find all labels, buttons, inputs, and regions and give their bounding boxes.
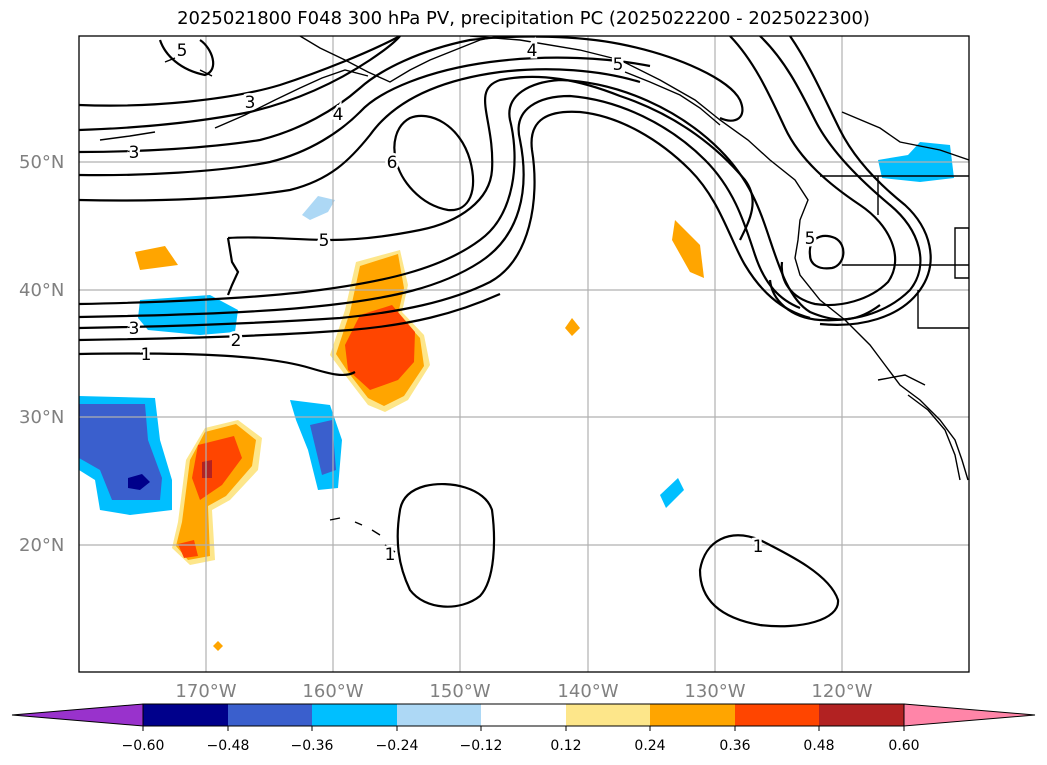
colorbar-segment	[735, 704, 819, 726]
contour-label: 5	[319, 231, 330, 251]
colorbar-tick-label: −0.12	[460, 738, 503, 754]
colorbar-segment	[481, 704, 566, 726]
precip-positive-area	[565, 318, 580, 336]
contour-label: 5	[177, 41, 188, 61]
precip-positive-area	[672, 220, 704, 278]
contour-label: 6	[387, 153, 398, 173]
contour-label: 3	[129, 143, 140, 163]
colorbar-segment	[312, 704, 397, 726]
colorbar-tick-label: −0.60	[122, 738, 165, 754]
contour-label: 3	[129, 319, 140, 339]
colorbar-tick-label: 0.60	[888, 738, 919, 754]
precip-negative-area	[660, 478, 684, 508]
lat-tick-label: 20°N	[19, 535, 64, 556]
precip-positive-area	[135, 246, 178, 270]
colorbar: −0.60 −0.48 −0.36 −0.24 −0.12 0.12 0.24 …	[11, 703, 1036, 754]
coastlines	[99, 36, 969, 553]
precip-negative-area	[310, 420, 336, 475]
colorbar-segment	[819, 704, 904, 726]
contour-label: 4	[333, 105, 344, 125]
contour-label: 4	[527, 41, 538, 61]
colorbar-segment	[397, 704, 481, 726]
colorbar-tick-label: 0.12	[550, 738, 581, 754]
colorbar-tick-label: −0.48	[207, 738, 250, 754]
contour-label: 1	[753, 537, 764, 557]
colorbar-tick-label: −0.36	[291, 738, 334, 754]
lat-labels: 50°N 40°N 30°N 20°N	[19, 152, 64, 556]
lat-tick-label: 30°N	[19, 407, 64, 428]
precip-positive-area	[213, 641, 223, 651]
lat-tick-label: 50°N	[19, 152, 64, 173]
lon-tick-label: 170°W	[175, 681, 236, 702]
lon-tick-label: 140°W	[557, 681, 618, 702]
contour-label: 1	[385, 545, 396, 565]
precip-positive-area	[202, 460, 212, 478]
contour-label: 1	[141, 345, 152, 365]
colorbar-tick-label: 0.48	[803, 738, 834, 754]
lat-tick-label: 40°N	[19, 280, 64, 301]
contour-label: 2	[231, 331, 242, 351]
colorbar-tick-label: 0.36	[719, 738, 750, 754]
precip-negative-area	[128, 474, 150, 490]
lon-tick-label: 130°W	[684, 681, 745, 702]
precip-negative-area	[302, 196, 335, 220]
map-title: 2025021800 F048 300 hPa PV, precipitatio…	[177, 8, 870, 29]
contour-label: 5	[613, 55, 624, 75]
colorbar-segment	[228, 704, 312, 726]
lon-tick-label: 160°W	[302, 681, 363, 702]
pv-contours	[79, 36, 932, 628]
colorbar-segment	[143, 704, 228, 726]
colorbar-extend-max	[903, 703, 1036, 727]
precip-positive-area	[192, 436, 242, 500]
lon-tick-label: 120°W	[811, 681, 872, 702]
colorbar-tick-label: 0.24	[634, 738, 665, 754]
plot-frame	[78, 35, 970, 673]
precip-positive-area	[345, 305, 415, 390]
colorbar-extend-min	[11, 703, 144, 727]
colorbar-tick-label: −0.24	[376, 738, 419, 754]
colorbar-segment	[566, 704, 650, 726]
contour-label: 5	[805, 229, 816, 249]
contour-label: 3	[245, 93, 256, 113]
colorbar-segment	[650, 704, 735, 726]
lon-tick-label: 150°W	[429, 681, 490, 702]
lon-labels: 170°W 160°W 150°W 140°W 130°W 120°W	[175, 681, 872, 702]
contour-labels: 5 3 4 6 5 4 5 3 5 1 2 3 1 1	[126, 39, 818, 568]
